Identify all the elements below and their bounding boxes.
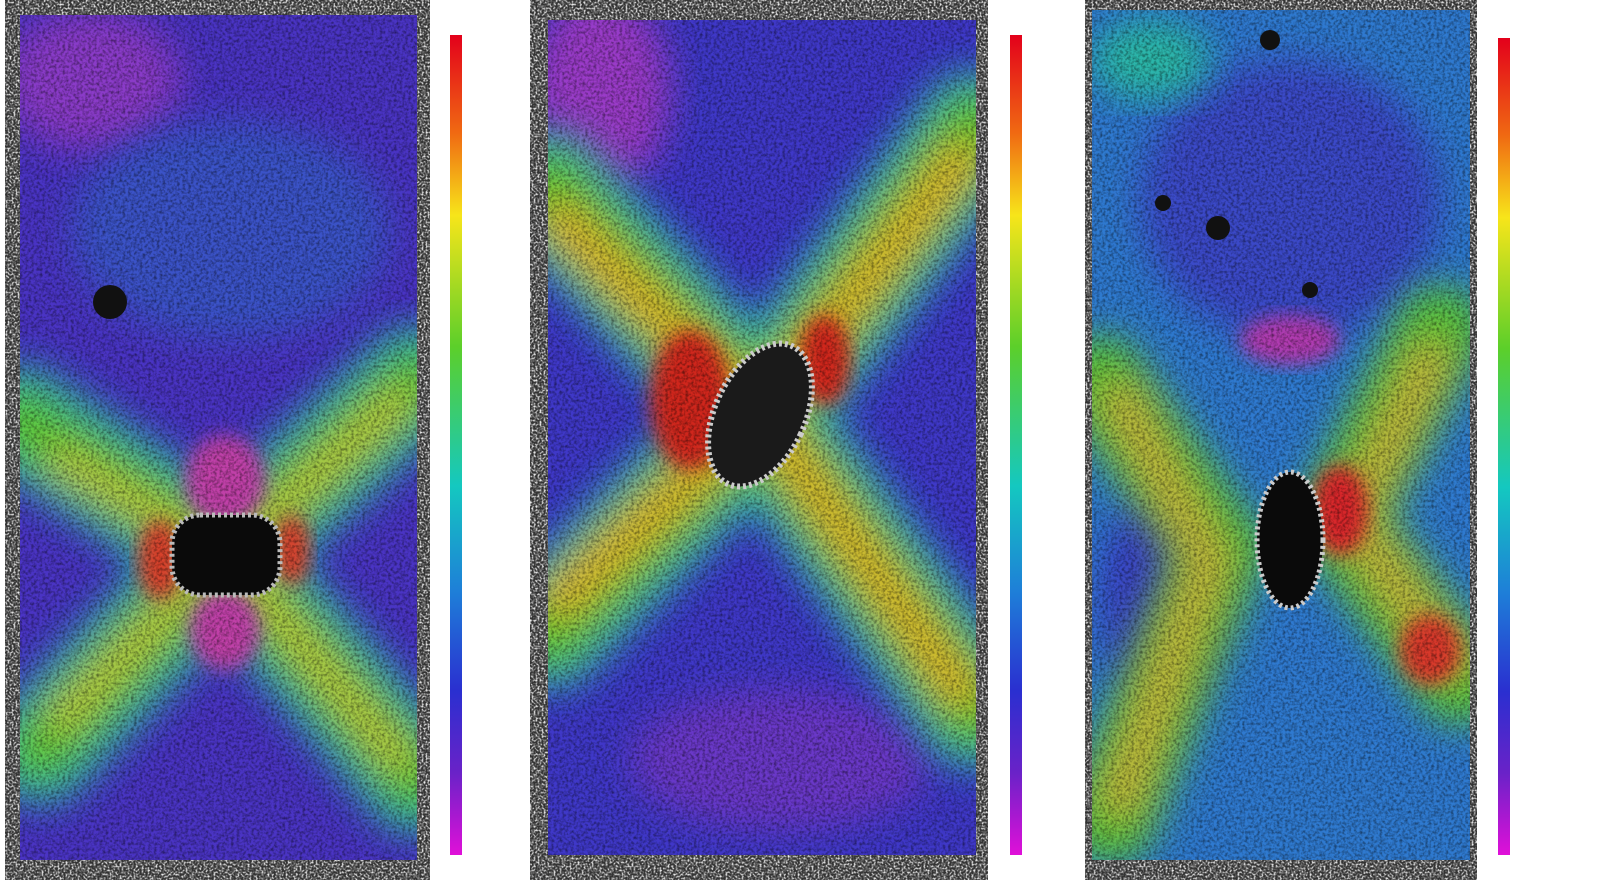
color-bar xyxy=(1498,38,1510,855)
color-bar xyxy=(1010,35,1022,855)
strain-field xyxy=(20,15,417,860)
strain-panel-1 xyxy=(5,0,462,880)
strain-panel-3 xyxy=(1085,0,1510,880)
strain-field xyxy=(1092,10,1470,860)
strain-panel-2 xyxy=(530,0,1022,880)
hole xyxy=(705,340,815,490)
color-bar xyxy=(450,35,462,855)
hole xyxy=(169,512,283,598)
hole xyxy=(1254,469,1326,611)
